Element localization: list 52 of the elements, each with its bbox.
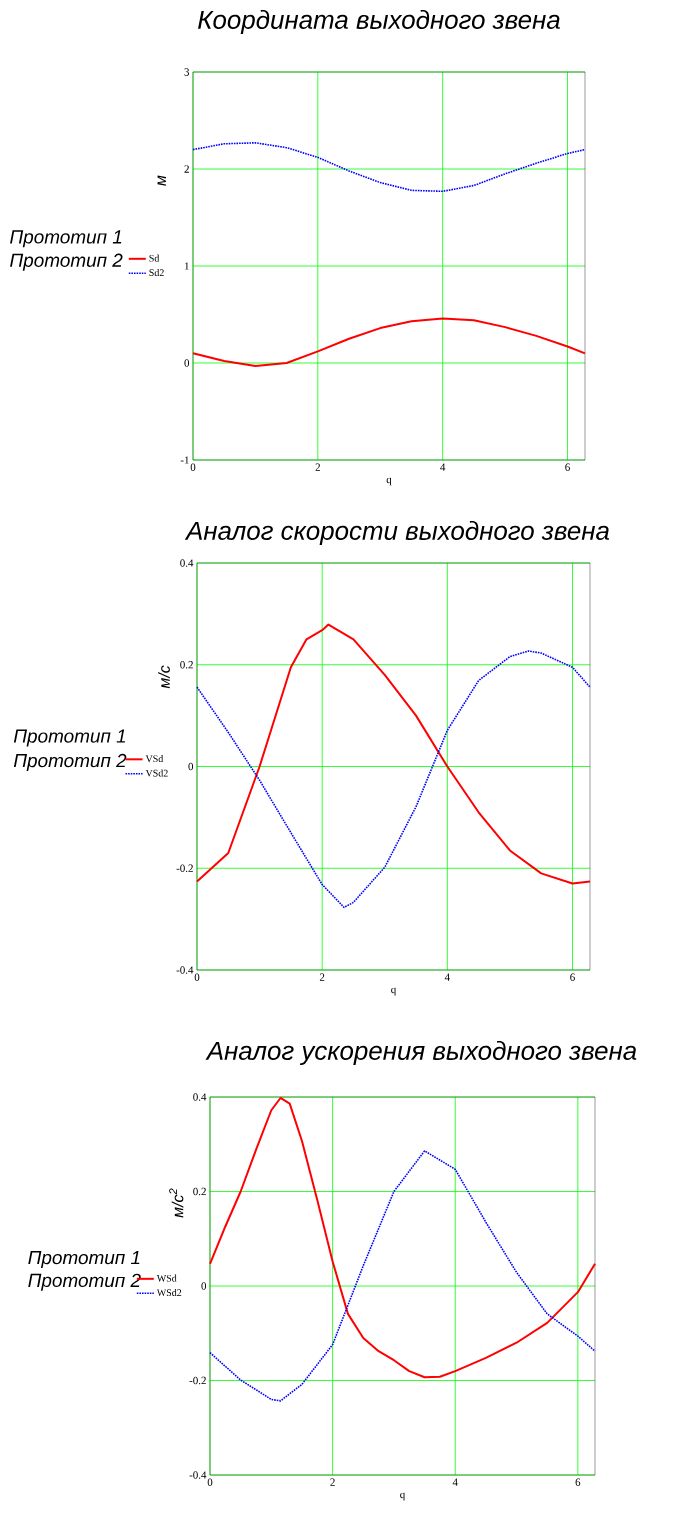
line-series [196, 650, 591, 909]
legend-label: Sd [149, 254, 160, 262]
x-tick-label: 6 [575, 1478, 581, 1486]
text: Прототип 2 [13, 753, 127, 772]
x-tick-label: 2 [319, 973, 325, 981]
x-tick-label: 6 [570, 973, 575, 981]
line-series [209, 1096, 596, 1379]
text: Прототип 2 [10, 253, 123, 271]
line-series [192, 317, 586, 367]
legend-label: WSd2 [156, 1289, 182, 1297]
chart-title: Аналог ускорения выходного звена [205, 1040, 637, 1066]
y-tick-label: 0.4 [193, 1093, 207, 1101]
y-tick-label: 0 [201, 1282, 207, 1290]
legend-label: VSd [145, 755, 164, 763]
y-tick-label: -0.4 [189, 1471, 207, 1479]
y-tick-label: 0.2 [180, 661, 193, 669]
line-series [196, 623, 591, 885]
y-tick-label: -0.2 [189, 1376, 206, 1385]
chart-title: Координата выходного звена [198, 9, 560, 35]
text: Прототип 1 [28, 1251, 140, 1269]
y-tick-label: 1 [184, 262, 189, 270]
line-series [192, 142, 586, 193]
y-tick-label: -0.2 [176, 864, 193, 872]
y-axis-title: м/с$^{2}$ [169, 1188, 184, 1218]
text: Прототип 1 [13, 729, 126, 747]
y-tick-label: 0 [188, 762, 194, 771]
x-tick-label: 0 [207, 1478, 213, 1486]
x-axis-title: q [391, 987, 397, 996]
text: Прототип 1 [10, 230, 122, 248]
y-axis-title: м [157, 175, 166, 186]
line-series [209, 1150, 596, 1402]
legend-label: VSd2 [145, 769, 168, 777]
y-tick-label: -1 [180, 456, 189, 464]
y-tick-label: -0.4 [176, 966, 194, 974]
y-tick-label: 0.4 [180, 559, 194, 567]
chart-title: Аналог скорости выходного звена [184, 520, 610, 546]
x-tick-label: 4 [444, 973, 450, 981]
x-tick-label: 2 [330, 1478, 335, 1486]
y-axis-title: м/с [158, 665, 170, 689]
x-tick-label: 2 [315, 463, 320, 471]
x-tick-label: 6 [565, 463, 570, 471]
legend-label: WSd [156, 1274, 177, 1282]
text: Прототип 2 [28, 1273, 141, 1291]
y-tick-label: 0 [184, 359, 190, 367]
x-axis-title: q [386, 477, 392, 486]
x-tick-label: 4 [452, 1478, 458, 1486]
x-tick-label: 4 [440, 463, 446, 471]
y-tick-label: 2 [184, 165, 189, 173]
y-tick-label: 0.2 [193, 1187, 206, 1196]
legend-label: Sd2 [149, 268, 164, 276]
x-axis-title: q [400, 1492, 406, 1501]
y-tick-label: 3 [184, 68, 190, 76]
